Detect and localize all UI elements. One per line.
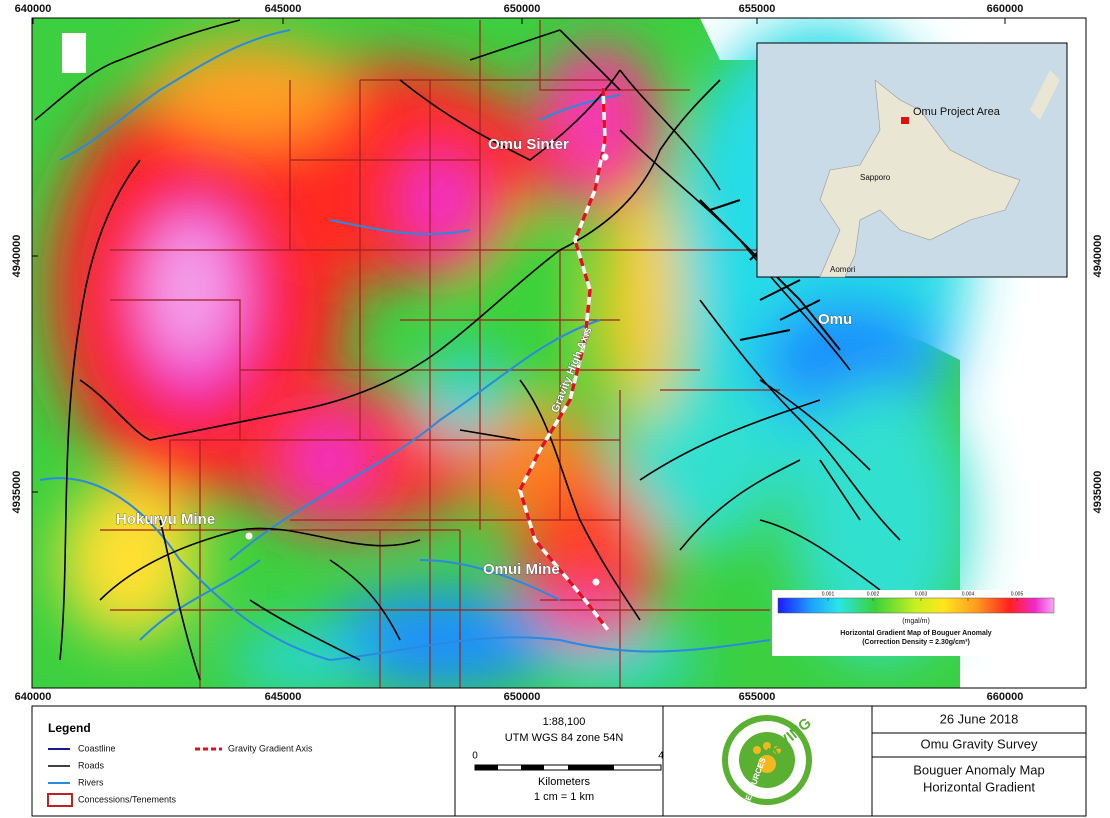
x-tick-label: 650000 bbox=[504, 691, 541, 703]
x-tick-label: 645000 bbox=[265, 3, 302, 15]
map-date: 26 June 2018 bbox=[940, 711, 1019, 726]
bottom-panel bbox=[31, 705, 1087, 817]
y-tick-label: 4940000 bbox=[1092, 235, 1104, 278]
inset-map: Omu Project Area Sapporo Aomori bbox=[756, 42, 1068, 278]
place-label: Omu Sinter bbox=[488, 136, 569, 153]
inset-label: Omu Project Area bbox=[913, 106, 1001, 118]
colorbar-tick-label: 0.001 bbox=[822, 591, 835, 597]
legend: Legend Coastline Roads Rivers Concession… bbox=[47, 721, 313, 807]
colorbar-title: Horizontal Gradient Map of Bouguer Anoma… bbox=[840, 630, 992, 637]
legend-item: Rivers bbox=[78, 777, 104, 787]
place-marker bbox=[601, 153, 609, 161]
x-tick-label: 640000 bbox=[15, 3, 52, 15]
colorbar-tick-label: 0.003 bbox=[915, 591, 928, 597]
x-tick-label: 660000 bbox=[987, 691, 1024, 703]
colorbar: 0.001 0.002 0.003 0.004 0.005 (mgal/m) Horiz… bbox=[772, 590, 1062, 656]
map-subtitle: Horizontal Gradient bbox=[923, 779, 1035, 794]
x-tick-label: 640000 bbox=[15, 691, 52, 703]
place-marker bbox=[245, 532, 253, 540]
legend-swatch bbox=[47, 793, 73, 807]
scale-note: 1 cm = 1 km bbox=[534, 791, 594, 803]
rivers bbox=[39, 29, 771, 662]
legend-title: Legend bbox=[48, 721, 91, 735]
x-tick-label: 645000 bbox=[265, 691, 302, 703]
inset-label: Sapporo bbox=[860, 173, 891, 182]
legend-item: Concessions/Tenements bbox=[78, 794, 177, 804]
place-marker bbox=[592, 578, 600, 586]
coordinate-ticks: 640000 640000 645000 645000 650000 650000 6550… bbox=[11, 3, 1104, 703]
x-tick-label: 655000 bbox=[739, 3, 776, 15]
x-tick-label: 660000 bbox=[987, 3, 1024, 15]
place-label: Omui Mine bbox=[483, 561, 560, 578]
gravity-axis bbox=[518, 87, 610, 632]
x-tick-label: 655000 bbox=[739, 691, 776, 703]
project-name: Omu Gravity Survey bbox=[920, 736, 1038, 751]
scale-ratio: 1:88,100 bbox=[543, 716, 586, 728]
colorbar-tick-label: 0.002 bbox=[867, 591, 880, 597]
x-tick-label: 650000 bbox=[504, 3, 541, 15]
colorbar-unit: (mgal/m) bbox=[902, 618, 930, 625]
place-label: Hokuryu Mine bbox=[116, 511, 215, 528]
scale-end: 4 bbox=[658, 751, 664, 762]
map-title: Bouguer Anomaly Map bbox=[913, 762, 1045, 777]
inset-label: Aomori bbox=[830, 265, 856, 274]
legend-item: Roads bbox=[78, 760, 105, 770]
y-tick-label: 4935000 bbox=[1092, 471, 1104, 514]
colorbar-tick-label: 0.005 bbox=[1011, 591, 1024, 597]
colorbar-subtitle: (Correction Density = 2.30g/cm³) bbox=[862, 639, 970, 646]
projection: UTM WGS 84 zone 54N bbox=[505, 732, 624, 744]
legend-item: Coastline bbox=[78, 743, 116, 753]
scale-start: 0 bbox=[472, 751, 478, 762]
place-label: Omu bbox=[818, 311, 852, 328]
y-tick-label: 4940000 bbox=[11, 235, 23, 278]
scale-unit: Kilometers bbox=[538, 776, 590, 788]
legend-item: Gravity Gradient Axis bbox=[228, 743, 313, 753]
y-tick-label: 4935000 bbox=[11, 471, 23, 514]
scale: 1:88,100 UTM WGS 84 zone 54N 0 4 Kilomet… bbox=[472, 716, 664, 803]
colorbar-tick-label: 0.004 bbox=[962, 591, 975, 597]
map-frame bbox=[31, 17, 1087, 689]
